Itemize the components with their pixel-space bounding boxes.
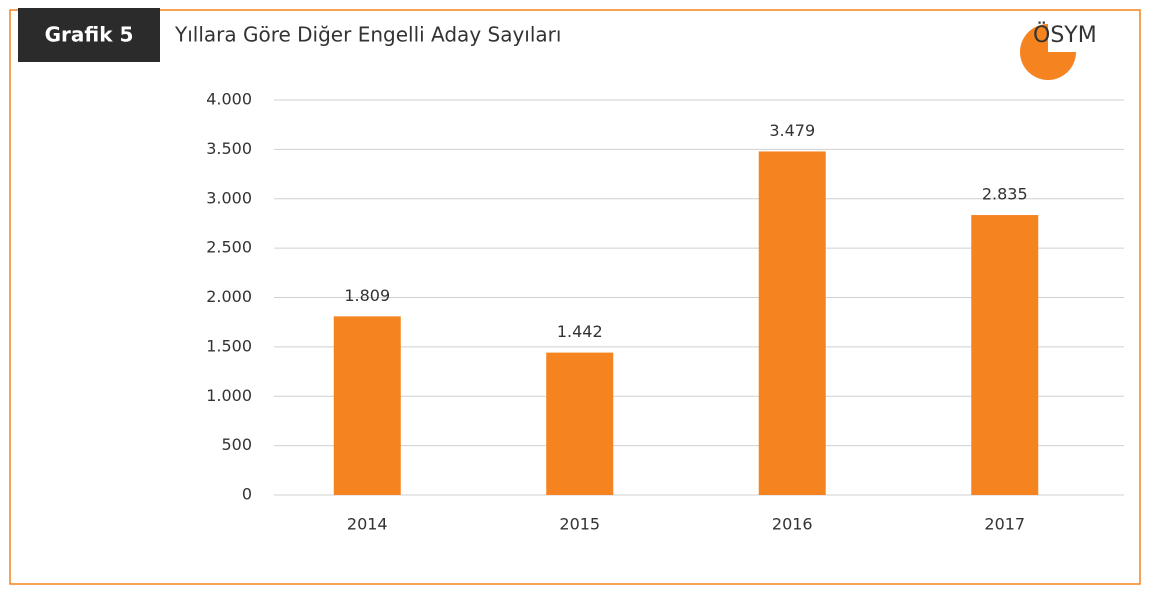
x-tick-label: 2015 <box>559 515 600 534</box>
x-tick-label: 2014 <box>347 515 388 534</box>
bar <box>546 352 614 495</box>
data-label: 2.835 <box>982 185 1028 204</box>
y-tick-label: 1.000 <box>206 386 252 405</box>
data-label: 3.479 <box>769 121 815 140</box>
y-tick-label: 3.500 <box>206 139 252 158</box>
logo-shape <box>1020 24 1076 80</box>
chart-title: Yıllara Göre Diğer Engelli Aday Sayıları <box>174 23 561 47</box>
y-tick-label: 1.500 <box>206 336 252 355</box>
logo: ÖSYM <box>1033 22 1097 48</box>
data-label: 1.809 <box>344 286 390 305</box>
y-tick-label: 2.500 <box>206 238 252 257</box>
y-tick-label: 2.000 <box>206 287 252 306</box>
bar <box>971 215 1039 495</box>
bar <box>333 316 401 495</box>
y-tick-label: 0 <box>242 485 252 504</box>
badge: Grafik 5 <box>45 23 134 47</box>
y-tick-label: 3.000 <box>206 188 252 207</box>
badge-box <box>18 8 160 62</box>
frame <box>9 9 1141 585</box>
x-tick-label: 2016 <box>772 515 813 534</box>
data-label: 1.442 <box>557 322 603 341</box>
x-tick-label: 2017 <box>984 515 1025 534</box>
y-tick-label: 500 <box>221 435 252 454</box>
bar <box>758 151 826 496</box>
y-tick-label: 4.000 <box>206 90 252 109</box>
